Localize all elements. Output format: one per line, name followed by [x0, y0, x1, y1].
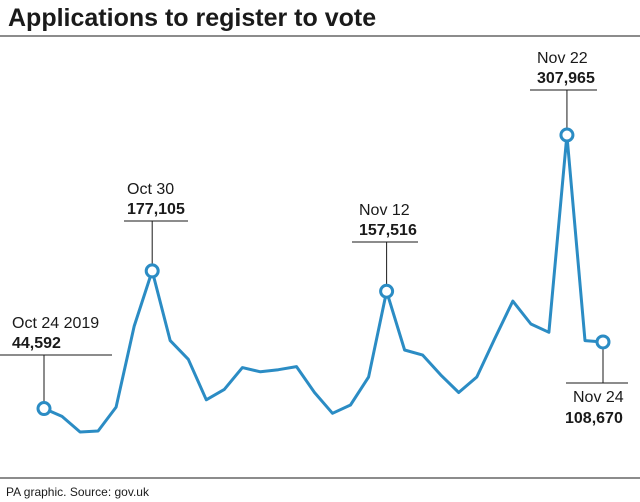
- annotation-value: 307,965: [537, 70, 595, 87]
- annotation-date: Oct 30: [127, 181, 174, 198]
- annotation-value: 157,516: [359, 222, 417, 239]
- annotation-date: Nov 12: [359, 202, 410, 219]
- plot-area: Oct 24 2019 44,592 Oct 30 177,105 Nov 12 157,…: [0, 50, 628, 434]
- source-note: PA graphic. Source: gov.uk: [6, 485, 150, 499]
- annotation-value: 108,670: [565, 410, 623, 427]
- annotation-date: Nov 24: [573, 389, 624, 406]
- data-point-marker: [379, 283, 395, 299]
- series-line: [42, 133, 605, 434]
- annotation-date: Oct 24 2019: [12, 315, 99, 332]
- annotation-value: 177,105: [127, 201, 185, 218]
- data-point-marker: [144, 263, 160, 279]
- chart-title: Applications to register to vote: [8, 4, 376, 32]
- data-point-marker: [595, 334, 611, 350]
- annotation-value: 44,592: [12, 335, 61, 352]
- data-point-marker: [36, 401, 52, 417]
- data-point-marker: [559, 127, 575, 143]
- annotation-date: Nov 22: [537, 50, 588, 67]
